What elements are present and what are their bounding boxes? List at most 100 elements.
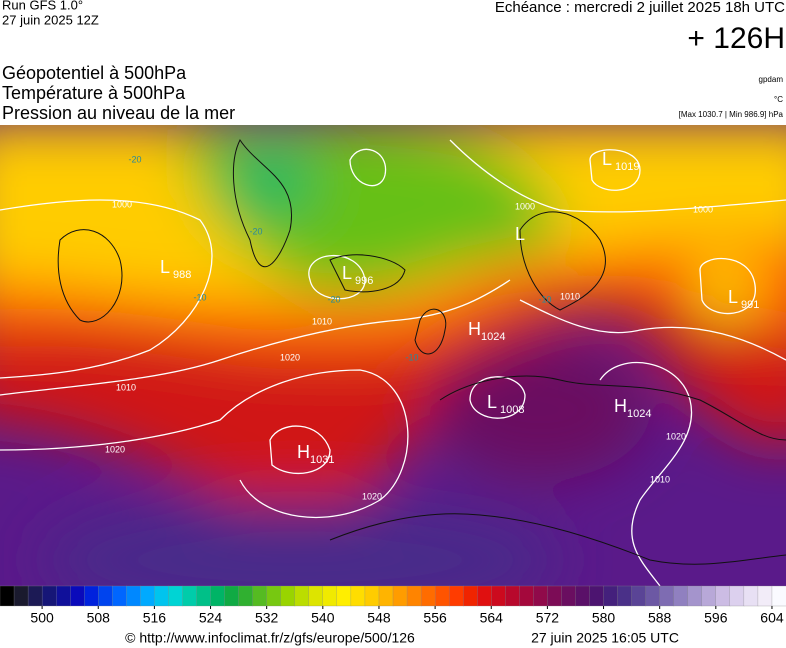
run: Run GFS 1.0° xyxy=(2,0,83,12)
isobar-label: 1010 xyxy=(312,316,332,326)
colorbar-swatch xyxy=(420,585,436,607)
colorbar-swatch xyxy=(126,585,141,607)
colorbar-tick-label: 532 xyxy=(255,610,279,626)
pressure-center-kind: L xyxy=(160,257,170,277)
colorbar-tick-label: 596 xyxy=(704,610,728,626)
colorbar-swatch xyxy=(645,585,661,607)
colorbar-swatch xyxy=(322,585,338,607)
colorbar-swatch xyxy=(308,585,324,607)
pressure-center-kind: L xyxy=(515,224,525,244)
colorbar-swatch xyxy=(252,585,268,607)
pressure-center-value: 1008 xyxy=(500,404,524,416)
colorbar-tick-label: 548 xyxy=(367,610,391,626)
colorbar-swatch xyxy=(196,585,211,607)
colorbar-swatch xyxy=(757,585,773,607)
colorbar-swatch xyxy=(701,585,717,607)
colorbar-swatch xyxy=(41,585,57,607)
pressure-center-kind: L xyxy=(342,263,352,283)
pressure-center-kind: H xyxy=(468,319,481,339)
colorbar-swatch xyxy=(140,585,155,607)
coastlines xyxy=(57,139,786,565)
title: Géopotentiel à 500hPa xyxy=(2,63,187,83)
colorbar-swatch xyxy=(84,585,99,607)
isobar-label: 1000 xyxy=(693,204,713,214)
colorbar: 500 508 516 524 532 540 548 556 564 572 580 588 596 6… xyxy=(0,585,786,626)
isobar-label: 1020 xyxy=(666,431,686,441)
source: © http://www.infoclimat.fr/z/gfs/europe/… xyxy=(125,630,415,646)
unit: gpdam xyxy=(759,75,784,84)
colorbar-swatch xyxy=(294,585,310,607)
isobar-label: 1000 xyxy=(112,199,132,209)
colorbar-swatch xyxy=(55,585,71,607)
temperature-label: -10 xyxy=(538,294,551,304)
colorbar-swatch xyxy=(491,585,506,607)
pressure-center-kind: H xyxy=(297,442,310,462)
isobar-label: 1020 xyxy=(362,491,382,501)
isobar-label: 1010 xyxy=(560,291,580,301)
colorbar-swatch xyxy=(0,585,15,607)
colorbar-swatch xyxy=(603,585,619,607)
colorbar-tick-label: 564 xyxy=(480,610,504,626)
pressure-center-kind: L xyxy=(602,149,612,169)
colorbar-swatch xyxy=(463,585,478,607)
colorbar-swatch xyxy=(13,585,29,607)
pressure-center-kind: L xyxy=(728,287,738,307)
colorbar-swatch xyxy=(673,585,689,607)
colorbar-tick-label: 524 xyxy=(199,610,223,626)
colorbar-swatch xyxy=(364,585,380,607)
colorbar-swatch xyxy=(210,585,226,607)
unit: [Max 1030.7 | Min 986.9] hPa xyxy=(679,110,784,119)
isobar-label: 1020 xyxy=(105,444,125,454)
colorbar-swatch xyxy=(575,585,590,607)
colorbar-swatch xyxy=(98,585,113,607)
colorbar-swatch xyxy=(519,585,534,607)
colorbar-tick-label: 516 xyxy=(143,610,167,626)
colorbar-swatch xyxy=(715,585,731,607)
colorbar-swatch xyxy=(27,585,43,607)
pressure-center-value: 1024 xyxy=(481,331,505,343)
run-date: 27 juin 2025 12Z xyxy=(2,12,99,27)
colorbar-swatch xyxy=(238,585,254,607)
pressure-center-value: 1024 xyxy=(627,408,651,420)
colorbar-swatch xyxy=(350,585,366,607)
colorbar-swatch xyxy=(392,585,408,607)
temperature-label: -10 xyxy=(193,292,206,302)
unit: °C xyxy=(774,95,783,104)
title: Pression au niveau de la mer xyxy=(2,103,235,123)
pressure-center-value: 1031 xyxy=(310,454,334,466)
colorbar-swatch xyxy=(168,585,183,607)
colorbar-swatch xyxy=(280,585,296,607)
colorbar-swatch xyxy=(547,585,562,607)
pressure-center-value: 988 xyxy=(173,269,191,281)
colorbar-swatch xyxy=(477,585,492,607)
pressure-center-value: 1019 xyxy=(615,161,639,173)
colorbar-tick-label: 572 xyxy=(536,610,560,626)
temperature-label: -20 xyxy=(249,226,262,236)
pressure-center-kind: H xyxy=(614,396,627,416)
colorbar-swatch xyxy=(182,585,197,607)
isobars xyxy=(0,139,786,586)
isobar-label: 1000 xyxy=(515,201,535,211)
temperature-label: -10 xyxy=(405,352,418,362)
temperature-label: -20 xyxy=(327,294,340,304)
colorbar-swatch xyxy=(729,585,745,607)
colorbar-swatch xyxy=(378,585,394,607)
colorbar-swatch xyxy=(70,585,85,607)
isobar-label: 1010 xyxy=(650,474,670,484)
pressure-center-value: 991 xyxy=(741,299,759,311)
colorbar-swatch xyxy=(687,585,703,607)
colorbar-swatch xyxy=(505,585,520,607)
colorbar-swatch xyxy=(617,585,633,607)
colorbar-swatch xyxy=(266,585,282,607)
colorbar-swatch xyxy=(589,585,604,607)
colorbar-swatch xyxy=(224,585,240,607)
pressure-center-value: 996 xyxy=(355,275,373,287)
colorbar-swatch xyxy=(659,585,675,607)
colorbar-tick-label: 500 xyxy=(30,610,54,626)
colorbar-swatch xyxy=(154,585,169,607)
isobar-label: 1020 xyxy=(280,352,300,362)
colorbar-swatch xyxy=(406,585,422,607)
